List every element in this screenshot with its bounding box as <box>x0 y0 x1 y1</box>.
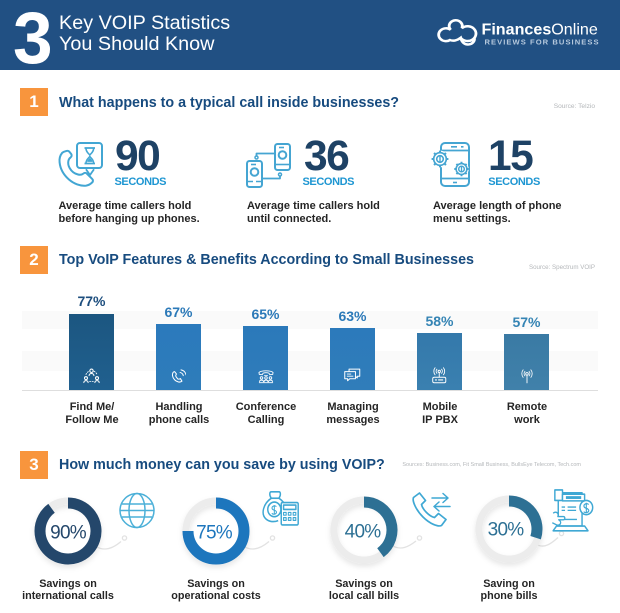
svg-text:REVIEWS FOR BUSINESS: REVIEWS FOR BUSINESS <box>485 38 600 47</box>
svg-text:30%: 30% <box>488 520 525 541</box>
svg-text:90%: 90% <box>50 523 87 544</box>
svg-text:FinancesOnline: FinancesOnline <box>482 21 598 39</box>
svg-text:75%: 75% <box>196 523 233 544</box>
svg-text:40%: 40% <box>345 522 382 543</box>
